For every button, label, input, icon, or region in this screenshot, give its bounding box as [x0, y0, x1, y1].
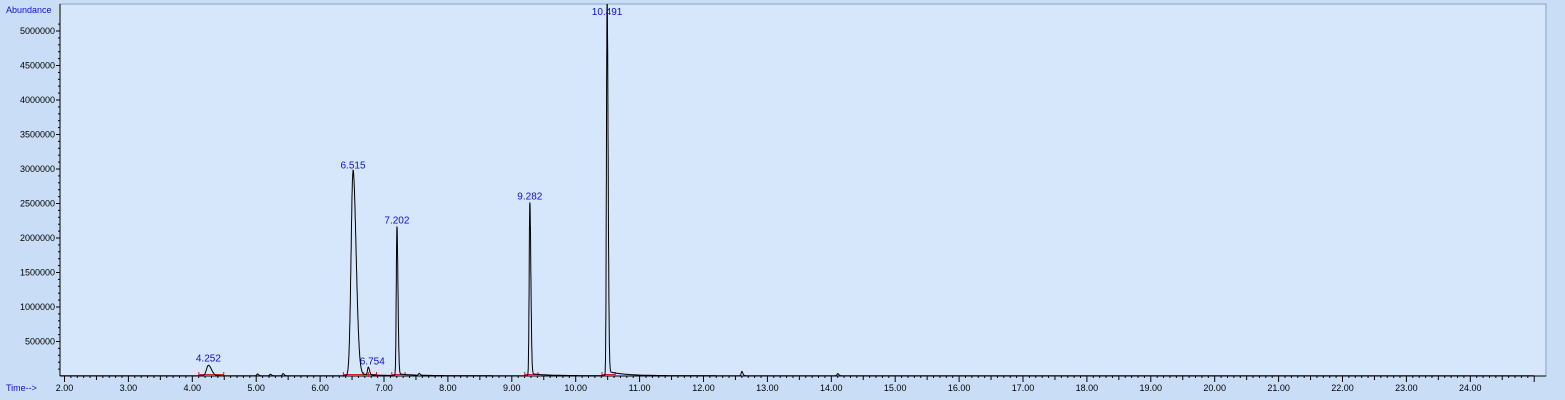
x-tick-label: 23.00: [1395, 383, 1418, 393]
peak-labels: 4.252 6.515 6.754 7.202 9.282 10.491: [196, 7, 623, 367]
peak-label: 6.515: [340, 160, 365, 171]
x-tick-label: 17.00: [1012, 383, 1035, 393]
y-tick-label: 3500000: [20, 130, 55, 140]
x-tick-label: 12.00: [692, 383, 715, 393]
x-tick-label: 5.00: [247, 383, 265, 393]
y-tick-label: 2500000: [20, 199, 55, 209]
x-tick-label: 9.00: [503, 383, 521, 393]
y-tick-label: 3000000: [20, 164, 55, 174]
peak-label: 7.202: [384, 216, 409, 227]
chromatogram-trace: [60, 3, 1535, 377]
x-tick-label: 16.00: [948, 383, 971, 393]
y-tick-label: 1500000: [20, 268, 55, 278]
x-axis-label: Time-->: [6, 383, 37, 393]
y-tick-labels: 500000 1000000 1500000 2000000 2500000 300000…: [20, 26, 55, 347]
x-tick-label: 4.00: [184, 383, 202, 393]
x-tick-label: 2.00: [56, 383, 74, 393]
x-tick-label: 20.00: [1203, 383, 1226, 393]
x-tick-label: 6.00: [311, 383, 329, 393]
peak-label: 6.754: [360, 356, 385, 367]
y-tick-label: 4500000: [20, 61, 55, 71]
x-tick-label: 22.00: [1331, 383, 1354, 393]
x-tick-label: 19.00: [1140, 383, 1163, 393]
x-tick-label: 15.00: [884, 383, 907, 393]
x-tick-label: 13.00: [756, 383, 779, 393]
y-tick-label: 1000000: [20, 302, 55, 312]
y-tick-label: 5000000: [20, 26, 55, 36]
x-tick-label: 3.00: [120, 383, 138, 393]
x-tick-label: 11.00: [629, 383, 651, 393]
axis-ticks: [56, 23, 1535, 382]
x-tick-labels: 2.00 3.00 4.00 5.00 6.00 7.00 8.00 9.00 10.00 11.…: [56, 383, 1482, 393]
y-tick-label: 2000000: [20, 233, 55, 243]
peak-label: 4.252: [196, 354, 221, 365]
x-tick-label: 21.00: [1267, 383, 1290, 393]
y-axis-label: Abundance: [6, 5, 52, 15]
x-tick-label: 8.00: [439, 383, 457, 393]
plot-area: [59, 3, 1547, 377]
y-tick-label: 4000000: [20, 95, 55, 105]
peak-label: 10.491: [592, 7, 623, 18]
x-tick-label: 14.00: [820, 383, 843, 393]
x-tick-label: 7.00: [375, 383, 393, 393]
peak-label: 9.282: [517, 192, 542, 203]
x-tick-label: 10.00: [564, 383, 587, 393]
x-tick-label: 24.00: [1459, 383, 1482, 393]
y-tick-label: 500000: [25, 337, 55, 347]
x-tick-label: 18.00: [1076, 383, 1099, 393]
